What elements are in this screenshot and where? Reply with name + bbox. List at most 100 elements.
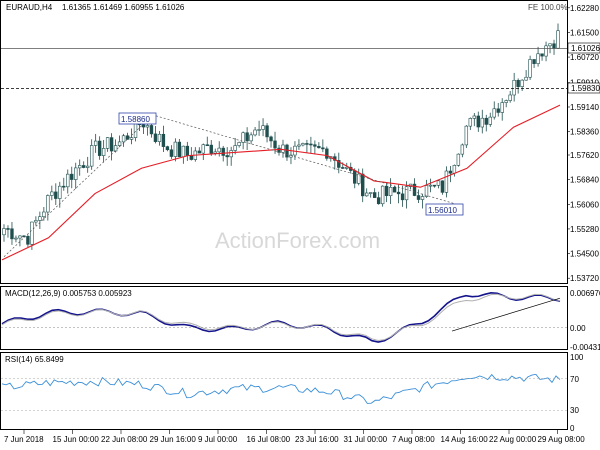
candle-body — [520, 79, 524, 87]
candle-body — [317, 146, 321, 149]
time-tick-label: 15 Jun 00:00 — [53, 435, 100, 444]
candle-body — [440, 180, 445, 193]
moving-average-path — [1, 104, 561, 261]
candle-body — [165, 146, 170, 151]
symbol-label: EURAUD,H4 — [6, 3, 53, 12]
candle-body — [241, 132, 245, 143]
candle-body — [500, 102, 504, 113]
candle-body — [396, 191, 401, 195]
macd-tick-bottom: -0.00431 — [570, 343, 600, 352]
low-annotation-box — [425, 203, 464, 216]
price-tick-label: 1.54500 — [570, 250, 599, 259]
price-tick-label: 1.57620 — [570, 151, 599, 160]
rsi-tick-0: 0 — [570, 424, 575, 433]
candle-body — [412, 183, 417, 196]
price-tick-label: 1.55280 — [570, 225, 599, 234]
candle-body — [30, 221, 34, 245]
candle-body — [432, 184, 437, 187]
rsi-label: RSI(14) 65.8499 — [5, 355, 64, 364]
candle-body — [404, 186, 409, 201]
price-tick-label: 1.58360 — [570, 128, 599, 137]
candle-body — [89, 145, 94, 167]
fe-label: FE 100.0% — [528, 3, 568, 12]
candle-body — [177, 141, 182, 158]
candle-body — [372, 192, 377, 198]
candle-body — [46, 195, 50, 213]
candle-body — [297, 144, 301, 147]
time-tick-label: 16 Jul 08:00 — [247, 435, 291, 444]
candle-body — [233, 145, 237, 151]
trendlines — [3, 115, 463, 257]
candle-body — [456, 153, 461, 166]
low-annotation: 1.56010 — [428, 206, 457, 215]
price-tick-label: 1.62280 — [570, 4, 599, 13]
candle-body — [452, 165, 457, 174]
candle-body — [62, 185, 66, 188]
candle-body — [368, 192, 373, 194]
candle-body — [209, 144, 213, 154]
macd-tick-top: 0.006976 — [570, 289, 600, 298]
candle-body — [273, 140, 277, 149]
candle-body — [428, 184, 433, 187]
watermark: ActionForex.com — [215, 228, 380, 253]
candle-body — [189, 155, 194, 160]
candle-body — [464, 125, 469, 146]
candle-body — [58, 185, 62, 199]
candle-body — [532, 59, 536, 64]
time-tick-label: 7 Jun 2018 — [4, 435, 44, 444]
high-annotation: 1.58860 — [121, 115, 150, 124]
candle-body — [74, 167, 78, 180]
macd-panel-frame — [0, 286, 568, 350]
candle-body — [237, 142, 241, 146]
candle-body — [353, 170, 357, 184]
candle-body — [181, 145, 186, 158]
candle-body — [305, 143, 309, 145]
macd-series — [1, 292, 561, 343]
candle-body — [301, 143, 305, 146]
candle-body — [205, 144, 209, 147]
ohlc-label: 1.61365 1.61469 1.60955 1.61026 — [62, 3, 185, 12]
candle-body — [492, 108, 496, 118]
candle-body — [201, 144, 205, 154]
price-tick-label: 1.60720 — [570, 53, 599, 62]
candle-body — [42, 211, 46, 218]
time-axis: 7 Jun 2018 15 Jun 00:00 22 Jun 08:00 29 Jun… — [4, 430, 585, 444]
candle-body — [516, 79, 520, 87]
candle-body — [321, 147, 325, 150]
candle-body — [436, 180, 441, 186]
candle-body — [85, 165, 90, 168]
candle-body — [38, 216, 42, 221]
candle-body — [289, 154, 293, 158]
candle-body — [476, 115, 480, 128]
rising-trendline — [3, 115, 153, 257]
time-tick-label: 29 Aug 08:00 — [538, 435, 586, 444]
candle-body — [488, 116, 492, 125]
price-axis-ticks: 1.622801.615001.607201.599101.591401.583… — [567, 4, 599, 283]
candle-body — [101, 148, 106, 156]
candle-body — [480, 117, 484, 128]
fe-level-tag — [567, 82, 600, 94]
price-tick-label: 1.59140 — [570, 103, 599, 112]
candle-body — [82, 165, 86, 168]
candle-body — [524, 76, 528, 81]
candle-body — [173, 141, 178, 157]
candle-body — [125, 135, 130, 140]
time-tick-label: 22 Aug 00:00 — [489, 435, 537, 444]
candle-body — [496, 108, 500, 113]
falling-trendline — [155, 115, 463, 207]
moving-average-line — [1, 104, 561, 261]
candle-body — [313, 144, 317, 147]
candle-body — [548, 43, 552, 47]
current-price-tag — [567, 42, 600, 54]
candle-body — [145, 125, 150, 128]
price-tick-label: 1.61500 — [570, 28, 599, 37]
candle-body — [197, 150, 201, 154]
macd-trendline — [451, 297, 561, 332]
candle-body — [257, 129, 261, 131]
candle-body — [10, 228, 14, 240]
candle-body — [105, 137, 110, 149]
candle-body — [113, 145, 118, 152]
time-tick-label: 9 Jul 00:00 — [198, 435, 238, 444]
